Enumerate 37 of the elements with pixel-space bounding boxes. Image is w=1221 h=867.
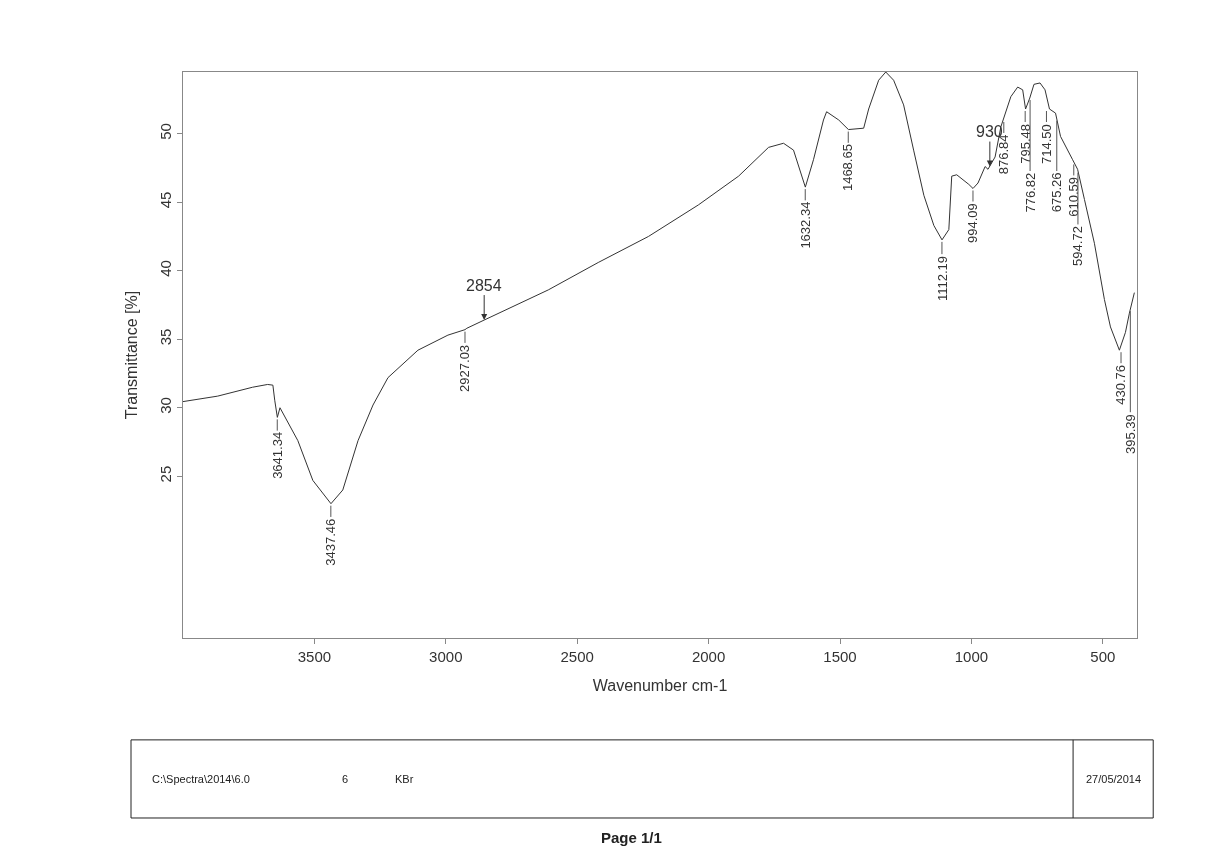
text: KBr [395,773,414,785]
annotation: 2927.03 [457,344,473,392]
annotation: 1632.34 [797,201,813,249]
annotation: 994.09 [964,203,980,243]
annotation: 430.76 [1113,364,1129,405]
y-tick-label: 45 [157,191,174,209]
x-axis-title: Wavenumber cm-1 [592,676,728,694]
y-tick-label: 40 [157,260,174,277]
x-tick-label: 500 [1090,648,1116,665]
annotation: 795.48 [1017,123,1033,164]
line-series [183,72,1135,505]
annotation: 776.82 [1022,172,1038,213]
annotation: 594.72 [1069,226,1085,266]
x-tick-label: 2000 [691,648,726,665]
annotation: 1112.19 [934,256,950,302]
annotation: 395.39 [1122,414,1138,455]
annotation: 610.59 [1065,176,1081,217]
y-tick-label: 25 [157,465,174,483]
text: Page 1/1 [601,829,662,846]
annotation: 3641.34 [269,431,285,479]
annotation: 2854 [466,277,502,294]
x-tick-label: 3000 [429,648,463,665]
y-tick-label: 50 [157,123,174,140]
y-tick-label: 30 [157,397,174,414]
x-tick-label: 3500 [297,648,332,665]
x-tick-label: 2500 [560,648,594,665]
annotation: 675.26 [1049,172,1065,213]
x-tick-label: 1500 [823,648,857,665]
annotation: 714.50 [1038,124,1054,164]
text: 6 [342,773,349,785]
text: 27/05/2014 [1086,773,1142,785]
y-axis-title: Transmittance [%] [122,290,140,420]
annotation: 1468.65 [840,144,856,192]
text: C:\Spectra\2014\6.0 [152,773,250,785]
x-tick-label: 1000 [954,648,989,665]
annotation: 3437.46 [322,518,338,566]
y-tick-label: 35 [157,328,174,346]
